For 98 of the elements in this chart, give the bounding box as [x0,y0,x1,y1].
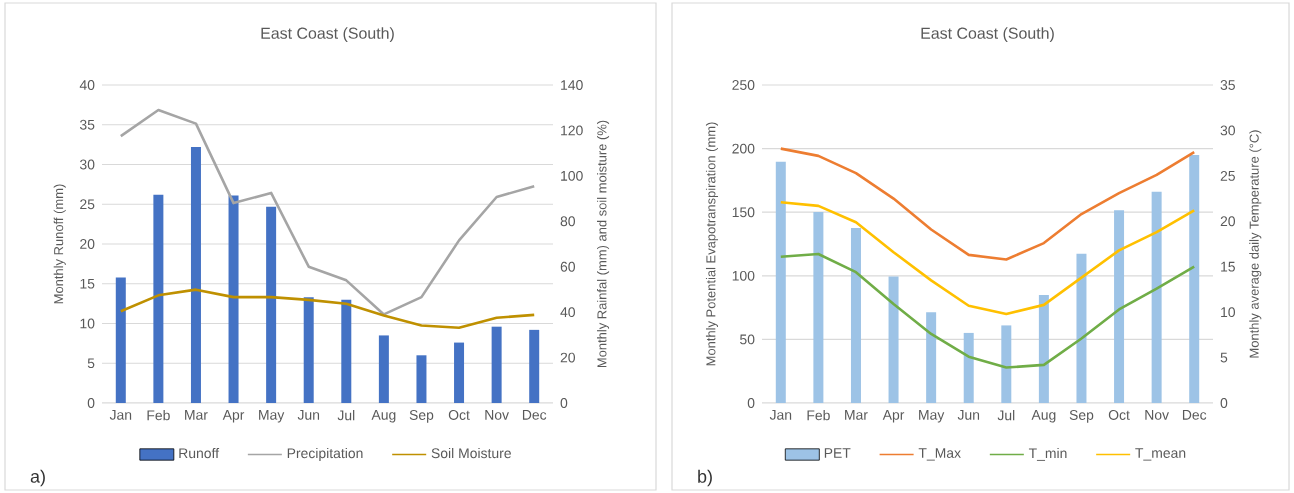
x-tick-label: Oct [448,410,470,420]
x-tick-label: Mar [185,410,208,420]
x-tick-label: Feb [807,410,830,421]
y-tick-label: 40 [79,80,95,90]
bar [775,161,786,403]
y-tick-label: 0 [747,398,755,408]
legend-label: PET [824,448,851,458]
line-series [119,108,536,316]
x-tick-label: Sep [1069,410,1094,423]
bar [454,342,465,403]
text: b) [698,469,712,487]
line-series [779,252,1196,369]
y2-tick-label: 20 [560,352,576,363]
x-tick-label: Apr [882,410,905,423]
bar [115,277,126,403]
y-axis-title: Monthly Potential Evapotranspiration (mm) [705,122,719,366]
x-tick-label: May [259,410,285,423]
x-tick-label: Jan [769,410,792,420]
bar [153,194,164,403]
x-tick-label: Oct [1108,410,1130,420]
bar [1076,253,1087,403]
y2-tick-label: 80 [560,216,576,227]
bar [416,355,427,403]
y-tick-label: 250 [732,80,755,90]
y-tick-label: 10 [80,318,95,329]
y-tick-label: 25 [80,199,95,210]
y-tick-label: 50 [740,334,755,345]
bar [813,211,824,403]
legend-label: T_min [1028,447,1067,461]
y-tick-label: 20 [80,239,95,249]
x-tick-label: Aug [371,410,396,423]
y2-axis-title: Monthly average daily Temperature (°C) [1249,130,1262,358]
bar [963,332,974,403]
bar [303,297,314,403]
legend-label: Runoff [179,447,220,459]
bar [190,147,201,403]
bar [266,206,277,403]
y-tick-label: 5 [87,358,95,369]
x-tick-label: Nov [1145,410,1169,420]
y2-tick-label: 5 [1220,352,1228,363]
bar [1189,155,1200,403]
y2-tick-label: 15 [1221,261,1235,272]
y2-tick-label: 140 [561,80,583,90]
y2-tick-label: 100 [561,170,583,181]
x-tick-label: Apr [222,410,245,423]
x-tick-label: May [919,410,945,423]
x-tick-label: Aug [1031,410,1056,423]
y2-tick-label: 25 [1220,170,1235,181]
y2-tick-label: 35 [1220,80,1235,90]
bar [529,329,540,403]
x-tick-label: Jun [957,410,980,420]
y2-tick-label: 20 [1220,216,1236,227]
y-tick-label: 100 [732,270,755,281]
y2-axis-title: Monthly Rainfal (mm) and soil moisture (%) [597,120,610,368]
y-tick-label: 200 [732,143,755,154]
chart-title: East Coast (South) [261,27,394,43]
text: a) [30,469,45,487]
x-tick-label: Jun [297,410,320,420]
y2-tick-label: 60 [560,261,576,272]
line-series [119,288,536,330]
bar [1151,191,1162,403]
bar [1114,210,1125,403]
y-tick-label: 15 [80,278,95,289]
legend-label: T_Max [918,448,961,461]
bar [926,312,937,403]
x-tick-label: Nov [485,410,509,420]
bar [341,299,352,403]
line-series [779,147,1196,261]
legend-label: T_mean [1135,448,1186,461]
y-tick-label: 0 [87,398,95,408]
y2-tick-label: 0 [1220,398,1228,408]
bar [1001,325,1012,403]
bar [1038,294,1049,403]
bar [850,227,861,403]
y2-tick-label: 40 [560,307,576,318]
x-tick-label: Mar [845,410,868,420]
chart-title: East Coast (South) [921,27,1054,43]
x-tick-label: Sep [409,410,434,423]
bar [228,195,239,403]
y2-tick-label: 120 [561,125,583,136]
y2-tick-label: 0 [560,398,568,408]
bar [491,326,502,403]
y2-tick-label: 10 [1221,307,1236,318]
x-tick-label: Dec [1182,410,1207,420]
x-tick-label: Dec [522,410,547,420]
bar [378,335,389,403]
x-tick-label: Jan [109,410,132,420]
y-axis-title: Monthly Runoff (mm) [53,184,66,304]
bar [888,276,899,403]
x-tick-label: Feb [147,410,170,421]
y2-tick-label: 30 [1220,125,1236,136]
x-tick-label: Jul [337,410,355,421]
y-tick-label: 30 [79,159,95,170]
y-tick-label: 150 [732,207,755,218]
legend-label: Soil Moisture [431,447,511,459]
y-tick-label: 35 [79,119,95,130]
legend-label: Precipitation [287,447,363,461]
x-tick-label: Jul [997,410,1015,421]
